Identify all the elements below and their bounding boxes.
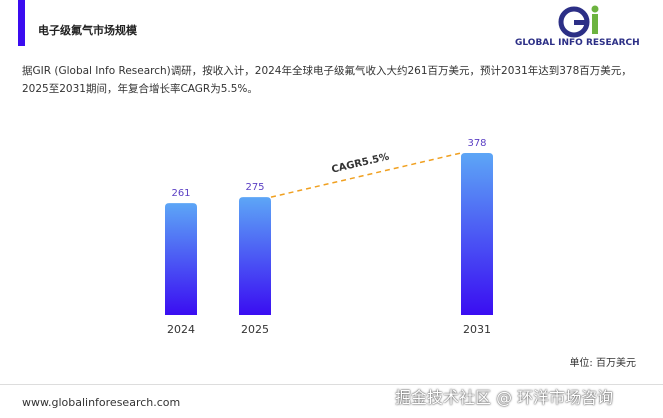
bar bbox=[165, 203, 197, 315]
watermark: 掘金技术社区 @ 环洋市场咨询 bbox=[395, 388, 614, 407]
logo bbox=[558, 5, 599, 38]
value-label: 275 bbox=[245, 182, 264, 193]
page-title: 电子级氟气市场规模 bbox=[38, 24, 137, 37]
logo-i-dot bbox=[591, 5, 599, 13]
x-tick-label: 2025 bbox=[241, 323, 269, 336]
description: 据GIR (Global Info Research)调研，按收入计，2024年… bbox=[22, 65, 632, 95]
x-tick-label: 2024 bbox=[167, 323, 195, 336]
logo-g bbox=[558, 6, 590, 38]
footer-url: www.globalinforesearch.com bbox=[22, 396, 181, 409]
value-label: 261 bbox=[171, 188, 190, 199]
bar bbox=[239, 197, 271, 315]
logo-g-bar bbox=[574, 20, 586, 25]
cagr-label: CAGR5.5% bbox=[331, 152, 391, 176]
value-label: 378 bbox=[467, 138, 486, 149]
x-tick-label: 2031 bbox=[463, 323, 491, 336]
unit-label: 单位: 百万美元 bbox=[569, 356, 636, 369]
bar bbox=[461, 152, 493, 315]
footer-divider bbox=[0, 384, 663, 385]
logo-i bbox=[592, 14, 598, 34]
accent-bar bbox=[18, 0, 25, 46]
cagr-connector bbox=[270, 152, 462, 198]
logo-text: GLOBAL INFO RESEARCH bbox=[515, 38, 640, 48]
